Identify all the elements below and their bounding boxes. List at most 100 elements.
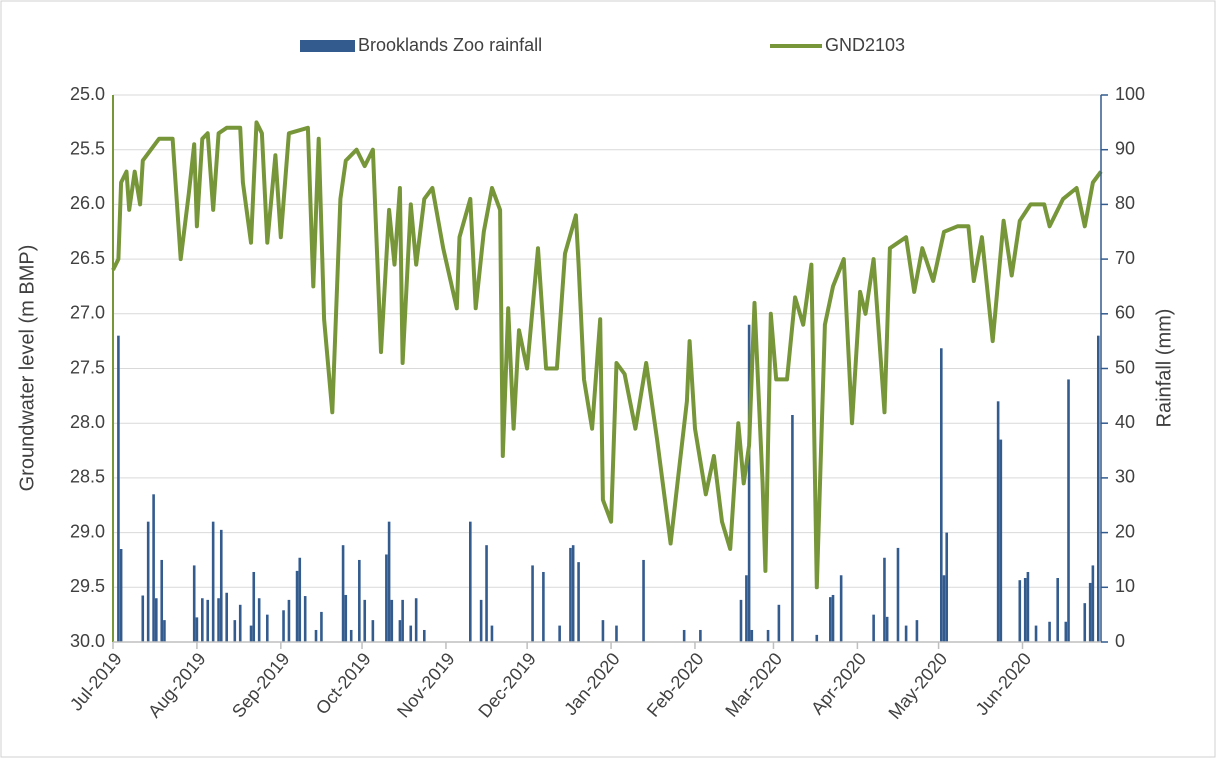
y-tick-label: 30.0 [70,631,105,651]
bar [872,614,875,642]
bar [999,439,1003,642]
y-axis-label: Groundwater level (m BMP) [16,245,38,492]
bar [363,599,367,642]
bar [265,614,269,642]
bar [1064,621,1068,642]
bar [469,521,472,642]
bar [831,594,835,642]
bar [401,599,404,642]
bar [192,565,196,642]
bar [1067,379,1070,642]
bar [945,532,949,642]
bar [160,559,164,642]
bar [146,521,150,642]
bar [766,629,770,642]
bar [939,348,943,642]
y2-tick-label: 20 [1115,521,1135,541]
y-tick-label: 26.5 [70,248,105,268]
bar [1091,565,1095,642]
bar [745,575,748,642]
legend-swatch [300,40,355,52]
bar [385,554,388,642]
y-tick-label: 27.5 [70,357,105,377]
bar [739,599,743,642]
bar [341,545,345,642]
bar [358,559,361,642]
bar [542,571,545,642]
bar [206,599,210,642]
bar [217,598,220,642]
bar [252,571,256,642]
y2-tick-label: 50 [1115,357,1135,377]
bar [1018,580,1022,642]
y2-tick-label: 40 [1115,412,1135,432]
bar [996,401,1000,642]
bar [195,617,199,642]
bar [422,629,426,642]
bar [211,521,215,642]
bar [371,620,375,642]
legend-label: Brooklands Zoo rainfall [358,35,542,55]
bar [915,620,919,642]
bar [249,625,253,642]
y2-tick-label: 70 [1115,248,1135,268]
y2-axis-label: Rainfall (mm) [1153,309,1175,428]
bar [885,616,889,642]
bar [777,604,781,642]
legend-label: GND2103 [825,35,905,55]
bar [219,529,223,642]
bar [682,629,686,642]
bar [398,620,402,642]
bar [558,625,561,642]
y-tick-label: 25.5 [70,138,105,158]
bar [344,594,348,642]
bar [747,324,751,642]
bar [155,598,158,642]
bar [791,414,794,642]
bar [390,599,394,642]
bar [295,570,299,642]
bar [201,598,204,642]
bar [1023,578,1027,642]
bar [1026,571,1030,642]
y-tick-label: 29.0 [70,521,105,541]
bar [1096,335,1100,642]
bar [569,547,572,642]
bar [490,625,494,642]
y-tick-label: 27.0 [70,303,105,323]
bar [883,557,886,642]
bar [314,629,318,642]
bar [387,521,391,642]
bar [904,625,908,642]
bar [601,620,605,642]
bar [1088,582,1092,642]
y2-tick-label: 0 [1115,631,1125,651]
bar [238,604,242,642]
bar [233,620,237,642]
bar [531,565,534,642]
bar [485,545,488,642]
y-tick-label: 28.0 [70,412,105,432]
line [111,120,1103,590]
bar [257,598,261,642]
y2-tick-label: 10 [1115,576,1135,596]
bar [282,610,285,642]
bar [141,595,145,642]
bar [1056,578,1059,642]
bar [163,620,166,642]
bar [287,599,291,642]
bar [320,611,323,642]
y-tick-label: 25.0 [70,84,105,104]
bar [414,598,418,642]
bar [615,625,618,642]
y2-tick-label: 100 [1115,84,1145,104]
y2-tick-label: 80 [1115,193,1135,213]
bar [225,592,228,642]
y2-tick-label: 90 [1115,138,1135,158]
bar [1034,625,1038,642]
y-tick-label: 26.0 [70,193,105,213]
bar [152,494,155,642]
